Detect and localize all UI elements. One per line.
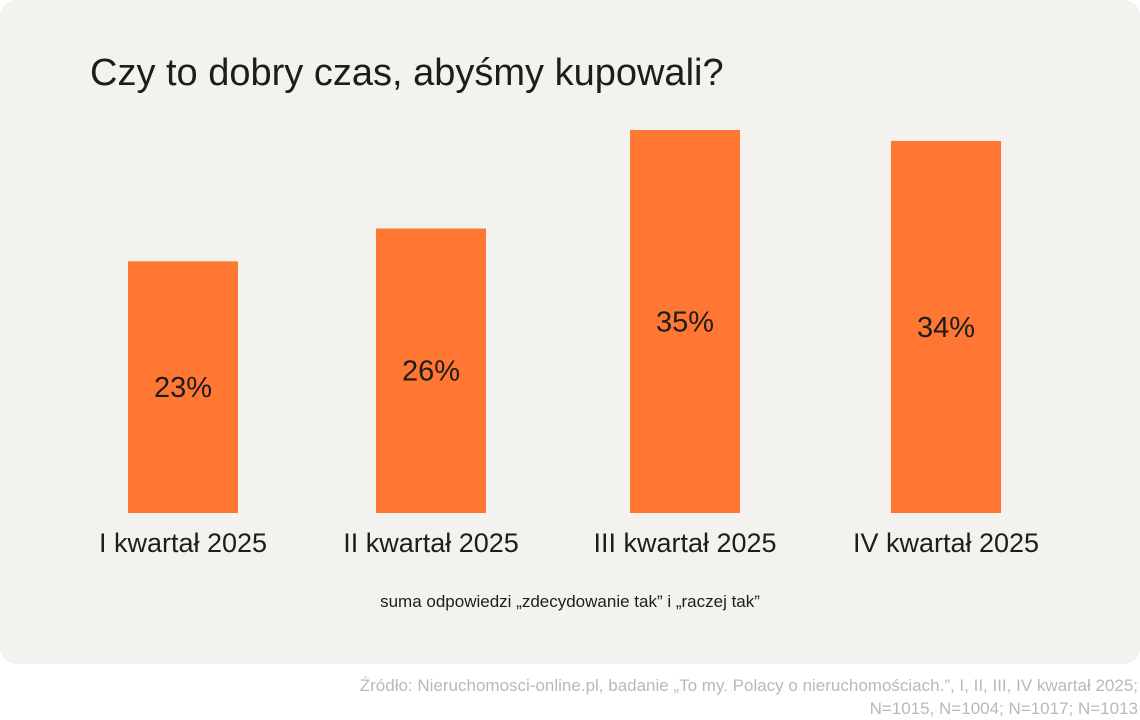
bar-4	[891, 140, 1001, 513]
bar-value-label-2: 26%	[402, 356, 460, 388]
category-label-4: IV kwartał 2025	[853, 528, 1039, 558]
bars-group	[128, 130, 1001, 513]
bar-3	[630, 130, 740, 513]
category-label-3: III kwartał 2025	[593, 528, 776, 558]
category-label-1: I kwartał 2025	[99, 528, 267, 558]
bar-2	[376, 228, 486, 513]
source-line-1: Źródło: Nieruchomosci-online.pl, badanie…	[359, 676, 1138, 695]
source-note: Źródło: Nieruchomosci-online.pl, badanie…	[360, 674, 1138, 720]
bar-value-label-4: 34%	[917, 312, 975, 344]
category-label-2: II kwartał 2025	[343, 528, 519, 558]
value-labels-group: 23% 26% 35% 34%	[154, 307, 975, 405]
source-line-2: N=1015, N=1004; N=1017; N=1013	[869, 699, 1138, 718]
chart-note: suma odpowiedzi „zdecydowanie tak” i „ra…	[380, 592, 760, 611]
bar-1	[128, 261, 238, 513]
chart-title: Czy to dobry czas, abyśmy kupowali?	[90, 52, 724, 94]
bar-chart: 23% 26% 35% 34% I kwartał 2025 II kwartał 20…	[99, 130, 1039, 558]
bar-value-label-3: 35%	[656, 307, 714, 339]
chart-card: Czy to dobry czas, abyśmy kupowali? 23% 2…	[0, 0, 1140, 664]
bar-value-label-1: 23%	[154, 372, 212, 404]
category-labels-group: I kwartał 2025 II kwartał 2025 III kwartał…	[99, 528, 1039, 558]
